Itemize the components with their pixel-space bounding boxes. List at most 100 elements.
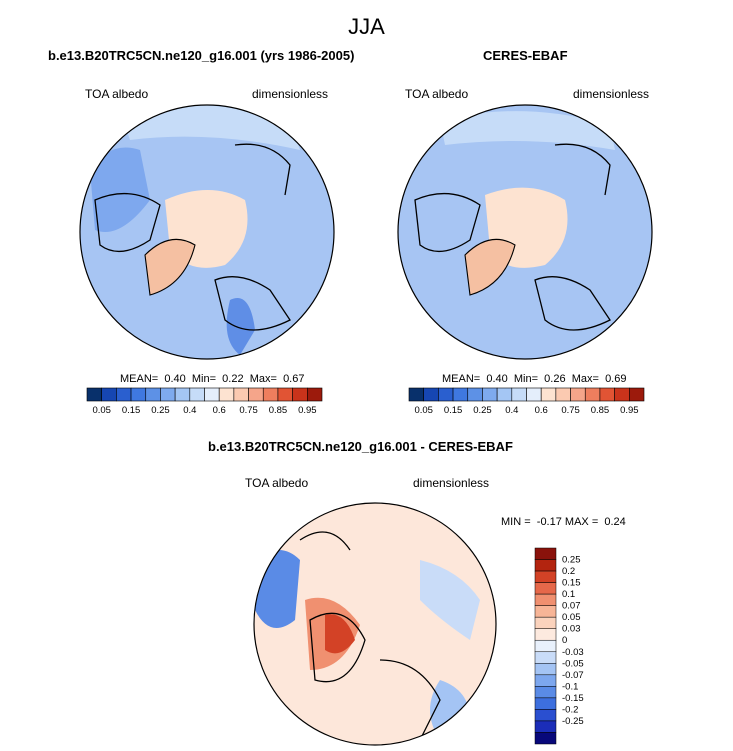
colorbar2-swatch [584, 387, 601, 402]
map-panel3 [254, 503, 496, 745]
colorbar3-swatch [534, 547, 557, 560]
colorbar2-swatch [408, 387, 424, 402]
map1-coast-b [214, 276, 291, 331]
colorbar2-swatch [511, 387, 527, 402]
map2-coast-b [534, 276, 611, 331]
colorbar3-swatch [534, 570, 557, 583]
colorbar1-tick-label: 0.95 [298, 405, 317, 416]
colorbar2-swatch [482, 387, 498, 402]
colorbar3-swatch [534, 709, 557, 722]
map1-coast-c [234, 143, 291, 196]
colorbar2-swatch [570, 387, 586, 402]
colorbar3-swatch [534, 639, 557, 653]
map2-region-light [440, 111, 615, 150]
map1-greenland-outline [144, 238, 196, 296]
colorbar1-tick-label: 0.25 [151, 405, 170, 416]
colorbar2-tick-label: 0.75 [561, 405, 580, 416]
colorbar1-swatch [130, 387, 147, 402]
colorbar1-tick-label: 0.85 [269, 405, 288, 416]
colorbar3-tick-label: 0.05 [562, 612, 581, 623]
map2-greenland [465, 239, 515, 295]
map3-region-neg2 [420, 560, 480, 640]
colorbar3-swatch [534, 605, 557, 618]
map1-region-low2 [226, 298, 255, 355]
map3-border [253, 502, 497, 746]
colorbar2-swatch [467, 387, 483, 402]
colorbar2-tick-label: 0.85 [591, 405, 610, 416]
colorbar3-swatch [534, 616, 557, 629]
colorbar3-swatch [534, 697, 557, 710]
colorbar3-tick-label: 0.1 [562, 589, 575, 600]
colorbar3-swatch [534, 651, 557, 664]
panel2-title: CERES-EBAF [483, 48, 568, 63]
map-panel1 [80, 105, 334, 359]
colorbar-panel3: 0.250.20.150.10.070.050.030-0.03-0.05-0.… [534, 547, 584, 745]
map3-coast-a [299, 531, 351, 551]
colorbar3-tick-label: -0.1 [562, 681, 578, 692]
colorbar3-tick-label: -0.2 [562, 704, 578, 715]
colorbar1-tick-label: 0.4 [183, 405, 196, 416]
colorbar3-tick-label: -0.07 [562, 670, 584, 681]
colorbar3-tick-label: -0.05 [562, 658, 584, 669]
colorbar1-swatch [189, 387, 205, 402]
panel1-variable-label: TOA albedo [85, 87, 149, 101]
colorbar1-swatch [218, 387, 235, 402]
panel2-units-label: dimensionless [573, 87, 650, 101]
colorbar3-swatch [534, 582, 557, 595]
colorbar2-swatch [452, 387, 469, 402]
colorbar2-tick-label: 0.4 [505, 405, 518, 416]
colorbar3-tick-label: -0.15 [562, 693, 584, 704]
colorbar1-tick-label: 0.05 [92, 405, 111, 416]
colorbar3-swatch [534, 674, 557, 687]
colorbar1-swatch [204, 387, 220, 402]
panel3-minmax: MIN = -0.17 MAX = 0.24 [501, 516, 626, 528]
colorbar3-swatch [534, 686, 557, 699]
colorbar1-swatch [160, 387, 176, 402]
colorbar2-tick-label: 0.25 [473, 405, 492, 416]
map2-border [397, 104, 653, 360]
panel3-variable-label: TOA albedo [245, 476, 309, 490]
colorbar2-swatch [555, 387, 571, 402]
colorbar3-tick-label: 0.25 [562, 555, 581, 566]
colorbar2-swatch [614, 387, 630, 402]
colorbar-panel1: 0.05 0.15 0.25 0.4 0.6 0.75 0.85 0.95 [86, 387, 323, 416]
map3-coast-c [379, 659, 441, 741]
colorbar1-swatch [86, 387, 102, 402]
panel3-title: b.e13.B20TRC5CN.ne120_g16.001 - CERES-EB… [208, 439, 513, 454]
map2-greenland-outline [464, 238, 516, 296]
colorbar2-tick-label: 0.95 [620, 405, 639, 416]
map3-coast-b [309, 612, 366, 683]
page-title: JJA [348, 14, 385, 39]
map1-coast-a [94, 192, 161, 252]
colorbar3-tick-label: 0.2 [562, 566, 575, 577]
colorbar1-swatch [307, 387, 323, 402]
colorbar1-tick-label: 0.15 [122, 405, 141, 416]
map2-coast-c [554, 143, 611, 196]
colorbar2-swatch [526, 387, 542, 402]
colorbar3-tick-label: 0 [562, 635, 567, 646]
colorbar3-swatch [534, 559, 557, 572]
colorbar1-swatch [292, 387, 308, 402]
panel1-stats: MEAN= 0.40 Min= 0.22 Max= 0.67 [120, 373, 305, 385]
colorbar1-swatch [101, 387, 117, 402]
colorbar3-tick-label: -0.25 [562, 716, 584, 727]
colorbar1-swatch [116, 387, 132, 402]
map3-background [254, 503, 496, 745]
colorbar1-tick-label: 0.6 [213, 405, 226, 416]
colorbar3-tick-label: 0.03 [562, 624, 581, 635]
colorbar3-swatch [534, 628, 557, 641]
map3-region-neg [255, 550, 300, 628]
panel2-stats: MEAN= 0.40 Min= 0.26 Max= 0.69 [442, 373, 627, 385]
map2-coast-a [414, 192, 481, 252]
colorbar2-swatch [629, 387, 645, 402]
colorbar2-swatch [496, 387, 513, 402]
colorbar3-swatch [534, 732, 557, 745]
colorbar3-tick-label: 0.15 [562, 578, 581, 589]
colorbar1-swatch [262, 387, 279, 402]
map3-region-pos2 [325, 614, 355, 654]
colorbar1-swatch [277, 387, 293, 402]
colorbar2-swatch [540, 387, 557, 402]
map-panel2 [398, 105, 652, 359]
colorbar3-swatch [534, 720, 557, 733]
